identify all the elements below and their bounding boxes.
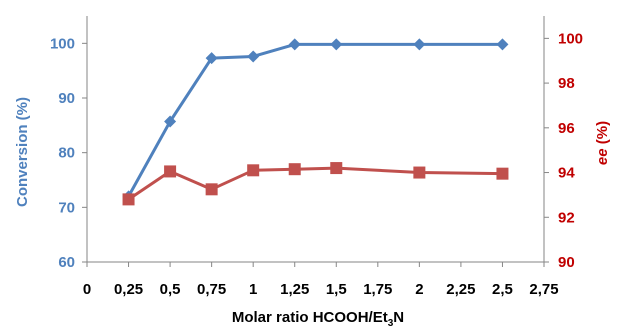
- series-1-point: [288, 38, 301, 51]
- series-1-point: [164, 115, 177, 128]
- x-tick-label: 1,5: [326, 281, 347, 298]
- y-left-tick-label: 90: [58, 90, 75, 107]
- series-1-point: [247, 50, 260, 63]
- x-tick-label: 2: [415, 281, 423, 298]
- series-2-point: [164, 165, 177, 178]
- x-axis-title-prefix: Molar ratio HCOOH/Et: [232, 309, 388, 326]
- y-right-tick-label: 90: [558, 254, 575, 271]
- series-1-point: [413, 38, 426, 51]
- y-right-axis-title-italic: ee: [594, 148, 611, 165]
- x-tick-label: 2,25: [446, 281, 475, 298]
- x-tick-label: 2,5: [492, 281, 513, 298]
- axes: [82, 16, 549, 267]
- y-right-tick-label: 94: [558, 165, 575, 182]
- y-right-tick-label: 92: [558, 209, 575, 226]
- series-2-point: [205, 183, 218, 196]
- series-2-point: [496, 167, 509, 180]
- series-1-point: [330, 38, 343, 51]
- x-tick-label: 2,75: [529, 281, 558, 298]
- y-right-tick-label: 98: [558, 75, 575, 92]
- series-2-point: [330, 162, 343, 175]
- y-left-tick-label: 60: [58, 254, 75, 271]
- series-2-point: [288, 163, 301, 176]
- series-1-point: [205, 52, 218, 65]
- x-tick-label: 0,5: [160, 281, 181, 298]
- y-right-axis-title: ee (%): [594, 121, 611, 165]
- y-right-tick-label: 96: [558, 120, 575, 137]
- series-2-point: [122, 193, 135, 206]
- y-left-tick-label: 80: [58, 145, 75, 162]
- x-tick-label: 0,25: [114, 281, 143, 298]
- series-2-point: [247, 164, 260, 177]
- x-axis-title: Molar ratio HCOOH/Et3N: [232, 309, 404, 328]
- x-tick-label: 0,75: [197, 281, 226, 298]
- x-axis-title-subscript: 3: [388, 318, 394, 328]
- x-tick-label: 0: [83, 281, 91, 298]
- series-2-line: [127, 166, 503, 201]
- y-left-axis-title: Conversion (%): [14, 97, 31, 207]
- x-axis-title-suffix: N: [393, 309, 404, 326]
- series-1-point: [496, 38, 509, 51]
- y-left-tick-label: 100: [50, 35, 75, 52]
- y-right-axis-title-rest: (%): [594, 121, 611, 149]
- x-tick-label: 1,75: [363, 281, 392, 298]
- y-right-tick-label: 100: [558, 30, 583, 47]
- x-tick-label: 1,25: [280, 281, 309, 298]
- series-layer: [122, 38, 509, 206]
- y-left-tick-label: 70: [58, 199, 75, 216]
- x-tick-label: 1: [249, 281, 257, 298]
- tick-labels: 0 0,25 0,5 0,75 1 1,25 1,5 1,75 2 2,25 2,5 2,75 60 70…: [50, 30, 583, 298]
- series-2-point: [413, 166, 426, 179]
- series-1-line: [127, 42, 503, 198]
